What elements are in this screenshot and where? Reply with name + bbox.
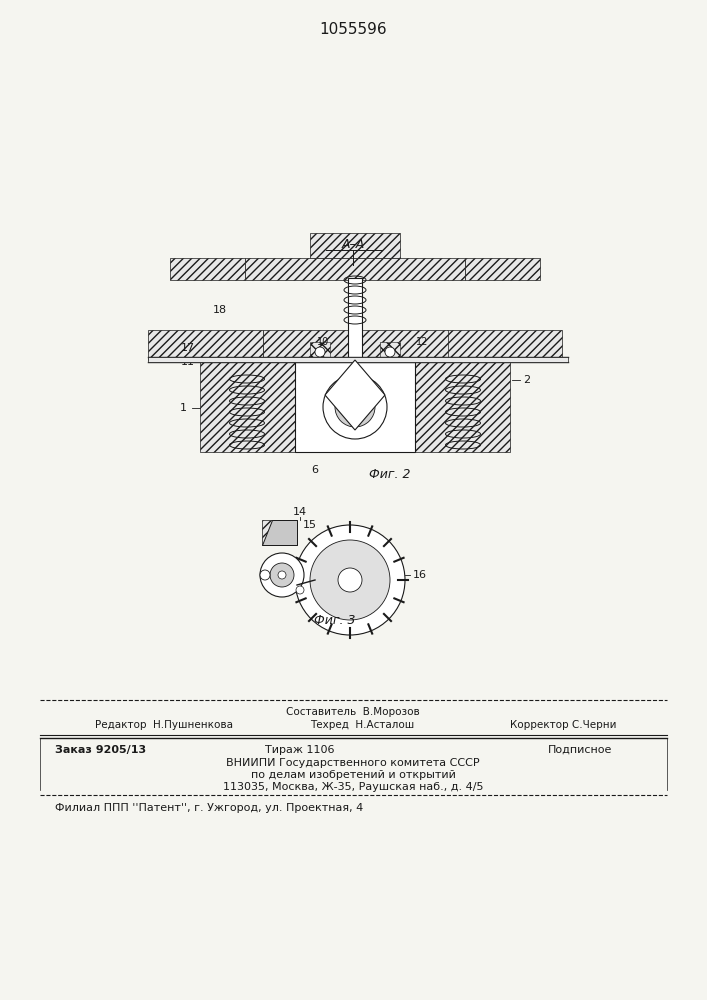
Circle shape: [338, 568, 362, 592]
Circle shape: [323, 375, 387, 439]
Polygon shape: [262, 520, 297, 545]
Text: 12: 12: [416, 337, 428, 347]
Circle shape: [296, 586, 304, 594]
Circle shape: [310, 540, 390, 620]
Text: 6: 6: [312, 465, 318, 475]
Circle shape: [278, 571, 286, 579]
Circle shape: [335, 387, 375, 427]
Text: 14: 14: [293, 507, 307, 517]
Bar: [170, 258, 245, 280]
Bar: [415, 362, 510, 452]
Text: Составитель  В.Морозов: Составитель В.Морозов: [286, 707, 420, 717]
Text: 15: 15: [303, 520, 317, 530]
Text: 1055596: 1055596: [319, 22, 387, 37]
Text: 2: 2: [523, 375, 530, 385]
Text: 17: 17: [181, 343, 195, 353]
Bar: [148, 330, 263, 360]
Text: Заказ 9205/13: Заказ 9205/13: [55, 745, 146, 755]
Circle shape: [260, 553, 304, 597]
Bar: [380, 342, 400, 362]
Text: 113035, Москва, Ж-35, Раушская наб., д. 4/5: 113035, Москва, Ж-35, Раушская наб., д. …: [223, 782, 484, 792]
Text: A–A: A–A: [341, 238, 365, 251]
Bar: [148, 357, 568, 362]
Text: Подписное: Подписное: [548, 745, 612, 755]
Circle shape: [315, 347, 325, 357]
Bar: [263, 330, 448, 360]
Text: 11: 11: [181, 357, 195, 367]
Text: ВНИИПИ Государственного комитета СССР: ВНИИПИ Государственного комитета СССР: [226, 758, 480, 768]
Bar: [310, 342, 330, 362]
Text: Фиг. 2: Фиг. 2: [369, 468, 411, 482]
Text: 1: 1: [180, 403, 187, 413]
Bar: [348, 278, 362, 358]
Text: 16: 16: [413, 570, 427, 580]
Text: Редактор  Н.Пушненкова: Редактор Н.Пушненкова: [95, 720, 233, 730]
Circle shape: [385, 347, 395, 357]
Text: Тираж 1106: Тираж 1106: [265, 745, 334, 755]
Bar: [262, 520, 297, 545]
Bar: [245, 258, 465, 280]
Bar: [200, 362, 295, 452]
Polygon shape: [325, 360, 385, 430]
Circle shape: [260, 570, 270, 580]
Text: Фиг. 3: Фиг. 3: [314, 613, 356, 626]
Bar: [310, 233, 400, 258]
Text: Корректор С.Черни: Корректор С.Черни: [510, 720, 617, 730]
Text: 10: 10: [317, 337, 329, 347]
Bar: [295, 362, 415, 452]
Bar: [447, 330, 562, 360]
Circle shape: [295, 525, 405, 635]
Text: Техред  Н.Асталош: Техред Н.Асталош: [310, 720, 414, 730]
Text: Филиал ППП ''Патент'', г. Ужгород, ул. Проектная, 4: Филиал ППП ''Патент'', г. Ужгород, ул. П…: [55, 803, 363, 813]
Circle shape: [270, 563, 294, 587]
Text: 18: 18: [213, 305, 227, 315]
Text: по делам изобретений и открытий: по делам изобретений и открытий: [250, 770, 455, 780]
Bar: [465, 258, 540, 280]
